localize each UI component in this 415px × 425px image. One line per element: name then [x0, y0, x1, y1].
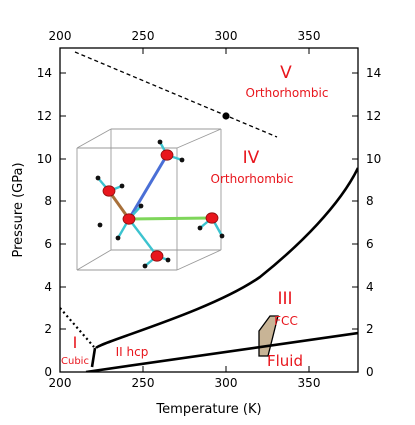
top-ticks [59, 48, 310, 54]
dashed-v-iv-boundary [74, 51, 278, 138]
hydrogen-atom [97, 222, 103, 228]
phase-iii-numeral: III [277, 289, 292, 309]
y-axis-title: Pressure (GPa) [11, 162, 26, 257]
plot-frame [59, 47, 359, 373]
dotted-i-boundary [60, 307, 95, 348]
right-tick-label: 12 [366, 109, 381, 123]
left-tick-label: 10 [37, 152, 52, 166]
hydrogen-atom [119, 183, 125, 189]
right-tick-label: 10 [366, 152, 381, 166]
hydrogen-atom [197, 225, 203, 231]
right-tick-label: 4 [366, 280, 374, 294]
phase-iii-name: FCC [274, 314, 298, 328]
hydrogen-atoms [95, 139, 225, 269]
cell-edge [76, 249, 112, 271]
bond-blue [127, 154, 169, 220]
hydrogen-atom [138, 203, 144, 209]
phase-v-numeral: V [280, 63, 292, 83]
hydrogen-atom [142, 263, 148, 269]
hydrogen-atom [165, 257, 171, 263]
right-tick-label: 0 [366, 365, 374, 379]
melting-line [85, 331, 358, 372]
oxygen-atom [122, 213, 136, 225]
right-tick-label: 8 [366, 194, 374, 208]
top-tick-label: 350 [298, 29, 321, 43]
unit-cell-box [76, 128, 222, 271]
top-tick-labels: 200 250 300 350 [49, 29, 321, 43]
cell-edge [76, 128, 112, 149]
left-tick-label: 14 [37, 66, 52, 80]
hydrogen-atom [179, 157, 185, 163]
hydrogen-atom [157, 139, 163, 145]
top-tick-label: 200 [49, 29, 72, 43]
right-tick-label: 14 [366, 66, 381, 80]
top-tick-label: 300 [215, 29, 238, 43]
phase-i-numeral: I [73, 333, 78, 352]
cell-edge [176, 249, 222, 271]
left-tick-label: 8 [44, 194, 52, 208]
phase-iv-numeral: IV [243, 148, 260, 168]
bottom-tick-label: 250 [132, 376, 155, 390]
oxygen-atom [150, 250, 164, 262]
bottom-tick-label: 200 [49, 376, 72, 390]
right-tick-label: 6 [366, 237, 374, 251]
phase-fluid-label: Fluid [267, 352, 303, 370]
right-tick-labels: 0 2 4 6 8 10 12 14 [366, 66, 381, 379]
phase-labels: V Orthorhombic IV Orthorhombic III FCC I… [61, 63, 328, 370]
hydrogen-atom [95, 175, 101, 181]
phase-i-name: Cubic [61, 356, 89, 367]
oxygen-atom [102, 185, 116, 197]
bottom-ticks [59, 366, 310, 372]
bottom-tick-labels: 200 250 300 350 [49, 376, 321, 390]
x-axis-title: Temperature (K) [155, 402, 261, 417]
v-iv-point [222, 112, 230, 120]
oxygen-atom [205, 212, 219, 224]
left-tick-label: 12 [37, 109, 52, 123]
left-tick-labels: 0 2 4 6 8 10 12 14 [37, 66, 52, 379]
right-ticks [352, 72, 358, 373]
phase-boundaries [60, 51, 358, 372]
hydrogen-atom [115, 235, 121, 241]
oxygen-atoms [102, 149, 219, 262]
bottom-tick-label: 300 [215, 376, 238, 390]
left-ticks [60, 72, 66, 373]
right-tick-label: 2 [366, 322, 374, 336]
i-ii-boundary [90, 347, 97, 368]
hydrogen-atom [219, 233, 225, 239]
left-tick-label: 6 [44, 237, 52, 251]
left-tick-label: 2 [44, 322, 52, 336]
phase-v-name: Orthorhombic [246, 86, 329, 100]
bond-green [128, 216, 213, 221]
phase-iv-name: Orthorhombic [211, 172, 294, 186]
bond-cyan [128, 218, 158, 257]
left-tick-label: 0 [44, 365, 52, 379]
left-tick-label: 4 [44, 280, 52, 294]
cell-edge [176, 128, 222, 149]
iii-upper-boundary [94, 167, 358, 350]
crystal-structure-inset [76, 128, 225, 271]
top-tick-label: 250 [132, 29, 155, 43]
oxygen-atom [160, 149, 174, 161]
bottom-tick-label: 350 [298, 376, 321, 390]
phase-ii-label: II hcp [116, 345, 149, 359]
